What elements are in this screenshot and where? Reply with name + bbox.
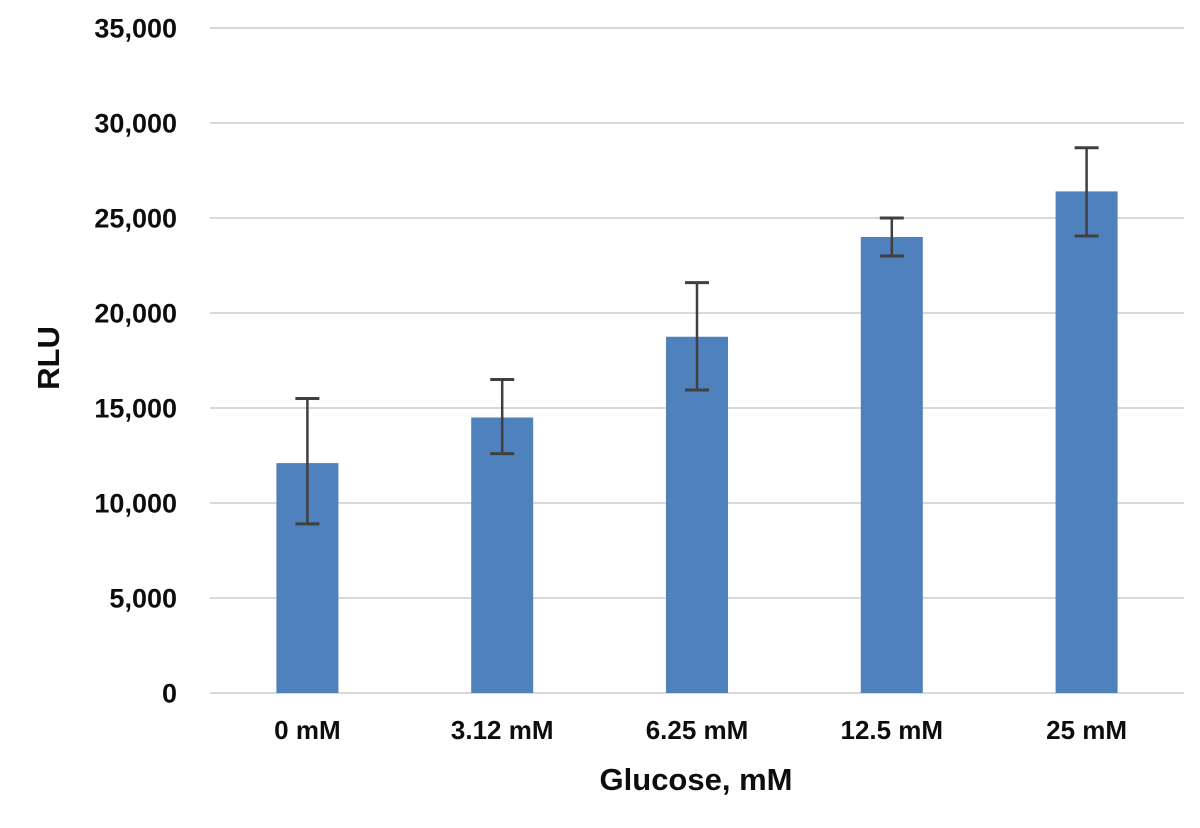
x-category-label: 25 mM — [1046, 715, 1127, 745]
x-category-label: 12.5 mM — [840, 715, 943, 745]
y-tick-label: 35,000 — [94, 14, 177, 44]
x-axis-title: Glucose, mM — [600, 762, 793, 797]
y-axis-title: RLU — [31, 326, 66, 390]
x-category-label: 3.12 mM — [451, 715, 554, 745]
y-tick-labels-group: 0 5,000 10,000 15,000 20,000 25,000 30,000 35,0… — [94, 14, 177, 709]
y-tick-label: 10,000 — [94, 489, 177, 519]
bar — [471, 417, 534, 693]
y-tick-label: 25,000 — [94, 204, 177, 234]
y-tick-label: 15,000 — [94, 394, 177, 424]
x-category-label: 6.25 mM — [646, 715, 749, 745]
x-category-label: 0 mM — [274, 715, 340, 745]
bar — [666, 336, 728, 693]
bar — [860, 237, 923, 693]
x-category-labels-group: 0 mM 3.12 mM 6.25 mM 12.5 mM 25 mM — [274, 715, 1127, 745]
bar — [1055, 191, 1118, 693]
error-bars-group — [295, 146, 1099, 526]
y-tick-label: 5,000 — [109, 584, 177, 614]
y-tick-label: 0 — [162, 679, 177, 709]
y-tick-label: 30,000 — [94, 109, 177, 139]
bars-group — [276, 191, 1118, 693]
y-tick-label: 20,000 — [94, 299, 177, 329]
